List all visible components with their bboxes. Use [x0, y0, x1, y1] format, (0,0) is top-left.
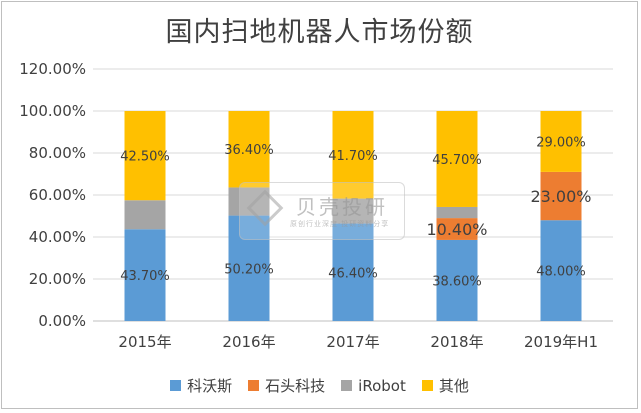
bar-segment	[540, 220, 582, 321]
watermark-logo: 贝壳投研 原创行业深度·投研资料分享	[239, 182, 405, 240]
data-label: 36.40%	[224, 143, 274, 158]
x-tick-label: 2017年	[326, 333, 379, 351]
y-axis-ticks: 0.00% 20.00% 40.00% 60.00% 80.00% 100.00% 120.…	[19, 60, 86, 330]
data-label: 43.70%	[120, 269, 170, 284]
legend-label: 石头科技	[265, 377, 326, 395]
bar-segment	[540, 111, 582, 172]
data-label: 38.60%	[432, 274, 482, 289]
bar-segment	[228, 111, 270, 188]
legend-swatch	[421, 380, 433, 391]
legend-item: 其他	[421, 375, 469, 396]
data-label: 29.00%	[536, 135, 586, 150]
legend-swatch	[248, 380, 260, 391]
legend-label: iRobot	[358, 376, 406, 395]
y-tick-label: 0.00%	[38, 312, 86, 330]
x-tick-label: 2018年	[430, 333, 483, 351]
bar-segment	[436, 206, 478, 219]
bar-segment	[124, 200, 166, 230]
bar-segment	[228, 187, 270, 216]
bar-segment	[540, 171, 582, 221]
y-tick-label: 20.00%	[29, 270, 86, 288]
y-tick-label: 120.00%	[19, 60, 86, 78]
x-axis-ticks: 2015年 2016年 2017年 2018年 2019年H1	[118, 333, 598, 351]
legend-swatch	[170, 380, 182, 391]
data-labels: 43.70% 42.50% 50.20% 36.40% 46.40% 41.70% 38.6…	[120, 135, 591, 289]
bar-segment	[228, 215, 270, 321]
data-label: 23.00%	[530, 187, 591, 206]
x-tick-label: 2019年H1	[524, 333, 598, 351]
bar-segment	[436, 111, 478, 207]
watermark-name: 贝壳投研	[296, 195, 388, 219]
legend-swatch	[341, 380, 353, 391]
legend-item: iRobot	[341, 375, 406, 396]
data-label: 48.00%	[536, 265, 586, 280]
data-label: 45.70%	[432, 153, 482, 168]
bar-segment	[124, 111, 166, 201]
bar-segment	[332, 111, 374, 199]
data-label: 46.40%	[328, 266, 378, 281]
legend-label: 科沃斯	[187, 377, 233, 395]
chart-title: 国内扫地机器人市场份额	[165, 17, 474, 48]
data-label: 41.70%	[328, 149, 378, 164]
x-tick-label: 2015年	[118, 333, 171, 351]
bar-segment	[436, 218, 478, 240]
bar-segment	[436, 239, 478, 321]
watermark-tagline: 原创行业深度·投研资料分享	[290, 220, 390, 228]
y-tick-label: 60.00%	[29, 186, 86, 204]
bar-segment	[124, 229, 166, 321]
y-tick-label: 80.00%	[29, 144, 86, 162]
x-tick-label: 2016年	[222, 333, 275, 351]
legend: 科沃斯 石头科技 iRobot 其他	[2, 375, 637, 396]
y-tick-label: 40.00%	[29, 228, 86, 246]
legend-item: 石头科技	[248, 375, 325, 396]
legend-item: 科沃斯	[170, 375, 232, 396]
data-label: 42.50%	[120, 150, 170, 165]
data-label: 50.20%	[224, 262, 274, 277]
diamond-icon	[246, 189, 284, 227]
data-label: 10.40%	[426, 220, 487, 239]
legend-label: 其他	[438, 377, 469, 395]
bar-segment	[332, 198, 374, 224]
y-tick-label: 100.00%	[19, 102, 86, 120]
